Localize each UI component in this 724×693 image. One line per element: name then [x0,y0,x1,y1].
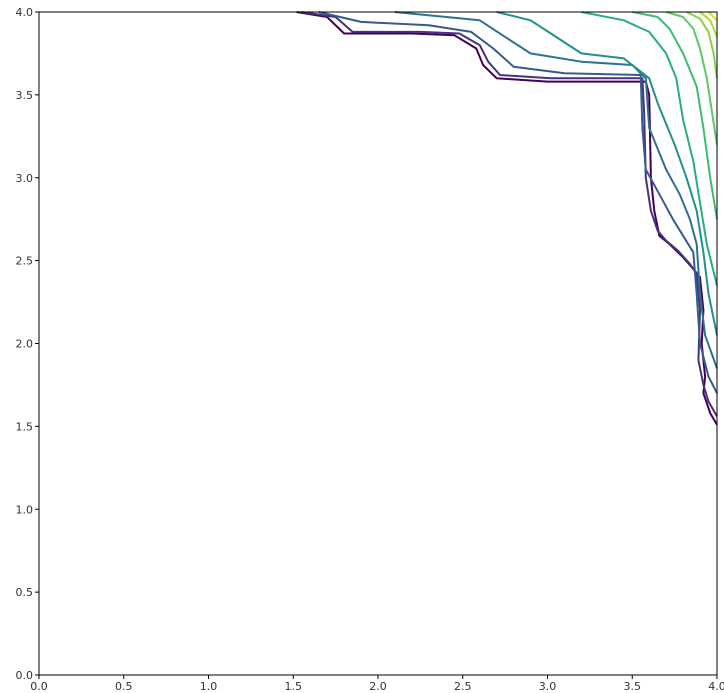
contour-line-6 [632,11,718,220]
y-tick-label: 3.0 [16,172,34,185]
y-tick-label: 0.0 [16,669,34,682]
contour-line-3 [394,11,718,369]
x-tick-label: 3.0 [539,680,557,693]
contour-line-5 [581,11,718,286]
contour-line-9 [699,11,718,38]
contour-line-8 [686,11,718,79]
x-tick-label: 0.5 [115,680,133,693]
contour-line-2 [318,11,718,394]
x-tick-label: 2.0 [369,680,387,693]
y-tick-label: 1.5 [16,420,34,433]
plot-background [39,12,717,675]
contour-line-7 [665,11,718,145]
y-axis-ticks: 0.0 0.5 1.0 1.5 2.0 2.5 3.0 3.5 4.0 [16,6,39,682]
y-tick-label: 3.5 [16,89,34,102]
y-tick-label: 2.0 [16,338,34,351]
contour-lines [296,11,718,426]
x-tick-label: 0.0 [30,680,48,693]
x-tick-label: 1.0 [200,680,218,693]
contour-line-10 [707,11,718,22]
y-tick-label: 4.0 [16,6,34,19]
x-tick-label: 4.0 [708,680,724,693]
x-axis-ticks: 0.0 0.5 1.0 1.5 2.0 2.5 3.0 3.5 4.0 [30,675,724,693]
y-tick-label: 0.5 [16,586,34,599]
x-tick-label: 1.5 [285,680,303,693]
x-tick-label: 3.5 [624,680,642,693]
y-tick-label: 2.5 [16,255,34,268]
x-tick-label: 2.5 [454,680,472,693]
y-tick-label: 1.0 [16,503,34,516]
contour-line-4 [496,11,718,336]
